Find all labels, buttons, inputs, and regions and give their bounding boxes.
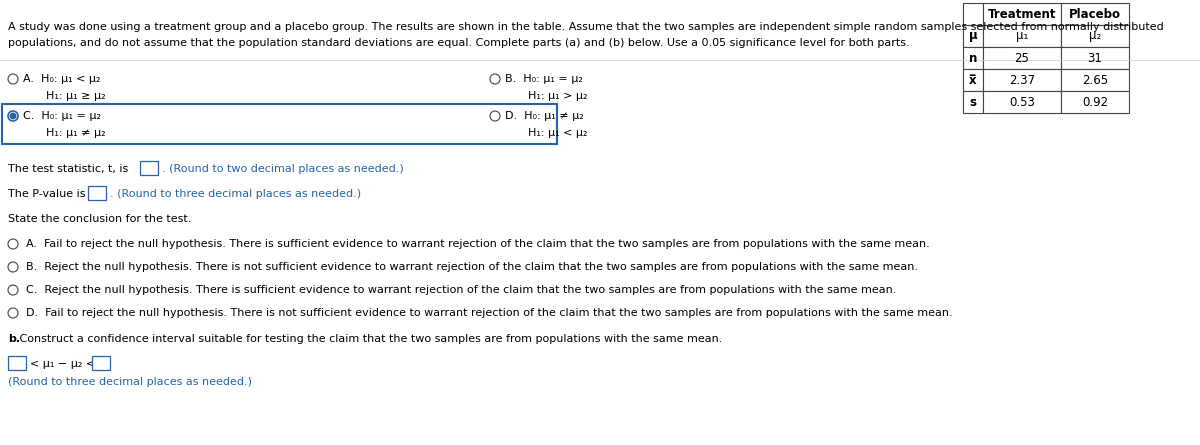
- Text: The test statistic, t, is: The test statistic, t, is: [8, 164, 128, 174]
- Text: A.  Fail to reject the null hypothesis. There is sufficient evidence to warrant : A. Fail to reject the null hypothesis. T…: [26, 239, 930, 249]
- Text: Placebo: Placebo: [1069, 8, 1121, 20]
- Circle shape: [11, 113, 16, 119]
- Text: Treatment: Treatment: [988, 8, 1056, 20]
- Bar: [1061, 25, 1129, 47]
- Bar: [1061, 69, 1129, 91]
- Text: 2.65: 2.65: [1082, 73, 1108, 86]
- Text: b.: b.: [8, 334, 20, 344]
- Text: B.  H₀: μ₁ = μ₂: B. H₀: μ₁ = μ₂: [505, 74, 583, 84]
- Text: The P-value is: The P-value is: [8, 189, 85, 199]
- Text: 25: 25: [1014, 52, 1030, 65]
- Bar: [140, 161, 158, 175]
- Text: . (Round to two decimal places as needed.): . (Round to two decimal places as needed…: [162, 164, 403, 174]
- Text: < μ₁ − μ₂ <: < μ₁ − μ₂ <: [30, 359, 95, 369]
- Text: C.  H₀: μ₁ = μ₂: C. H₀: μ₁ = μ₂: [23, 111, 101, 121]
- Text: μ₁: μ₁: [1016, 29, 1028, 43]
- Bar: [1061, 47, 1129, 69]
- Text: State the conclusion for the test.: State the conclusion for the test.: [8, 214, 191, 224]
- Text: H₁: μ₁ > μ₂: H₁: μ₁ > μ₂: [528, 91, 588, 101]
- Bar: [8, 356, 26, 370]
- Bar: [964, 69, 983, 91]
- Text: x̅: x̅: [970, 73, 977, 86]
- Text: C.  Reject the null hypothesis. There is sufficient evidence to warrant rejectio: C. Reject the null hypothesis. There is …: [26, 285, 896, 295]
- Bar: [983, 3, 1061, 25]
- Text: A.  H₀: μ₁ < μ₂: A. H₀: μ₁ < μ₂: [23, 74, 101, 84]
- Text: 0.92: 0.92: [1082, 96, 1108, 109]
- Bar: [964, 91, 983, 113]
- Bar: [88, 186, 106, 200]
- Text: n: n: [968, 52, 977, 65]
- Text: B.  Reject the null hypothesis. There is not sufficient evidence to warrant reje: B. Reject the null hypothesis. There is …: [26, 262, 918, 272]
- Bar: [1061, 91, 1129, 113]
- Text: H₁: μ₁ ≥ μ₂: H₁: μ₁ ≥ μ₂: [46, 91, 106, 101]
- Text: 31: 31: [1087, 52, 1103, 65]
- Text: D.  H₀: μ₁ ≠ μ₂: D. H₀: μ₁ ≠ μ₂: [505, 111, 583, 121]
- Text: 0.53: 0.53: [1009, 96, 1034, 109]
- Bar: [983, 47, 1061, 69]
- Bar: [983, 91, 1061, 113]
- Text: D.  Fail to reject the null hypothesis. There is not sufficient evidence to warr: D. Fail to reject the null hypothesis. T…: [26, 308, 953, 318]
- Text: . (Round to three decimal places as needed.): . (Round to three decimal places as need…: [110, 189, 361, 199]
- Bar: [964, 25, 983, 47]
- Bar: [964, 3, 983, 25]
- Bar: [983, 25, 1061, 47]
- Text: populations, and do not assume that the population standard deviations are equal: populations, and do not assume that the …: [8, 38, 910, 48]
- Bar: [92, 356, 110, 370]
- Text: μ: μ: [968, 29, 977, 43]
- Text: H₁: μ₁ < μ₂: H₁: μ₁ < μ₂: [528, 128, 588, 138]
- Text: s: s: [970, 96, 977, 109]
- Bar: [2, 104, 557, 144]
- Bar: [1061, 3, 1129, 25]
- Bar: [964, 47, 983, 69]
- Text: Construct a confidence interval suitable for testing the claim that the two samp: Construct a confidence interval suitable…: [16, 334, 722, 344]
- Text: μ₂: μ₂: [1088, 29, 1102, 43]
- Text: 2.37: 2.37: [1009, 73, 1036, 86]
- Text: A study was done using a treatment group and a placebo group. The results are sh: A study was done using a treatment group…: [8, 22, 1164, 32]
- Text: (Round to three decimal places as needed.): (Round to three decimal places as needed…: [8, 377, 252, 387]
- Bar: [983, 69, 1061, 91]
- Text: H₁: μ₁ ≠ μ₂: H₁: μ₁ ≠ μ₂: [46, 128, 106, 138]
